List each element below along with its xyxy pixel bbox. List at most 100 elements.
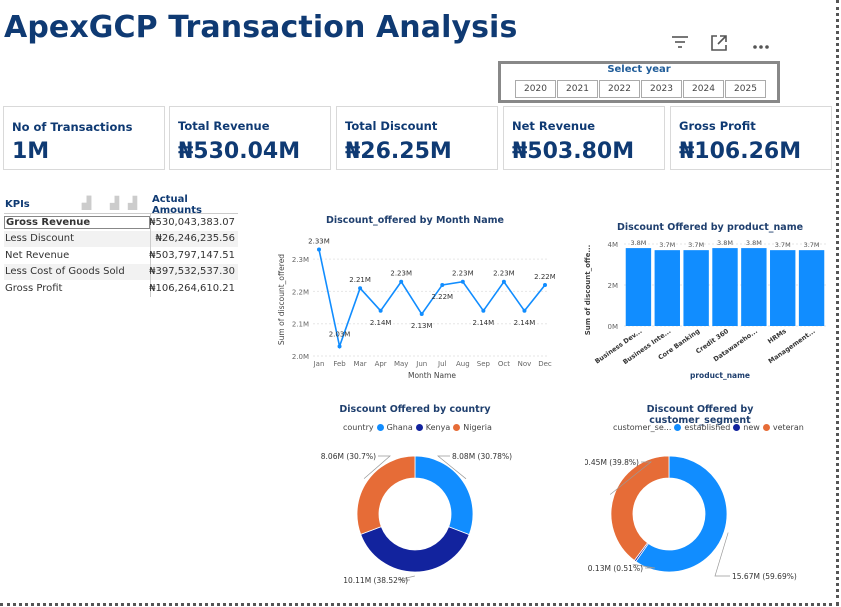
x-axis-title: product_name — [690, 371, 750, 380]
data-label: 2.23M — [493, 270, 515, 278]
segment-legend: customer_se... established new veteran — [613, 423, 804, 432]
table-row[interactable]: Less Discount ₦26,246,235.56 ▟ — [4, 196, 238, 247]
filter-icon[interactable] — [668, 34, 692, 56]
x-axis-title: Month Name — [408, 371, 456, 380]
sparkline-icon: ▟ — [82, 196, 92, 210]
table-row[interactable]: Gross Revenue ₦530,043,383.07 ▟ — [4, 196, 238, 231]
legend-item-nigeria[interactable]: Nigeria — [463, 423, 492, 432]
segment-donut-chart[interactable]: 15.67M (59.69%) 0.13M (0.51%) 10.45M (39.8… — [585, 440, 835, 590]
y-tick-label: 2.0M — [292, 353, 309, 361]
data-point — [378, 308, 383, 313]
x-tick-label: Jan — [313, 360, 325, 368]
report-title: ApexGCP Transaction Analysis — [4, 10, 518, 45]
year-2024-button[interactable]: 2024 — [683, 80, 724, 98]
line-chart-title: Discount_offered by Month Name — [325, 215, 505, 226]
legend-dot — [453, 424, 461, 431]
legend-dot — [376, 424, 384, 431]
more-options-icon[interactable] — [749, 34, 773, 56]
data-label: 2.23M — [390, 270, 412, 278]
page-border-right — [836, 0, 839, 605]
country-legend: country Ghana Kenya Nigeria — [343, 423, 492, 432]
bar-chart-title: Discount Offered by product_name — [616, 222, 804, 233]
data-point — [543, 282, 547, 287]
data-label: 8.06M (30.7%) — [321, 452, 376, 461]
card-total-discount[interactable]: Total Discount ₦26.25M — [336, 106, 498, 170]
legend-item-established[interactable]: established — [684, 423, 731, 432]
kpi-amount: ₦503,797,147.51 — [149, 247, 238, 264]
y-tick-label: 4M — [608, 241, 619, 249]
legend-title: customer_se... — [613, 423, 672, 432]
data-label: 2.23M — [452, 270, 474, 278]
card-net-revenue[interactable]: Net Revenue ₦503.80M — [503, 106, 665, 170]
data-label: 2.33M — [308, 237, 330, 245]
leader-line — [437, 455, 467, 480]
data-label: 2.13M — [411, 322, 433, 330]
legend-item-ghana[interactable]: Ghana — [386, 423, 413, 432]
bar — [798, 250, 825, 326]
card-label: Net Revenue — [512, 119, 596, 133]
data-label: 3.7M — [775, 241, 791, 249]
data-label: 3.7M — [688, 241, 704, 249]
bar — [683, 250, 709, 326]
kpi-amount: ₦106,264,610.21 — [149, 280, 238, 297]
x-tick-label: Dec — [538, 360, 552, 368]
kpi-name: Less Cost of Goods Sold — [5, 266, 125, 278]
card-value: ₦530.04M — [178, 139, 301, 164]
legend-dot — [762, 424, 770, 431]
year-2020-button[interactable]: 2020 — [515, 80, 556, 98]
year-2023-button[interactable]: 2023 — [641, 80, 682, 98]
year-slicer: Select year 2020 2021 2022 2023 2024 202… — [498, 61, 780, 103]
y-tick-label: 2.2M — [292, 288, 309, 296]
legend-dot — [733, 424, 741, 431]
focus-mode-icon[interactable] — [707, 34, 731, 56]
sparkline-icon: ▟ — [82, 196, 92, 210]
bar — [741, 248, 767, 326]
data-point — [337, 344, 342, 349]
leader-line — [609, 461, 653, 495]
year-2022-button[interactable]: 2022 — [599, 80, 640, 98]
kpi-amount: ₦26,246,235.56 — [150, 230, 238, 247]
kpi-header[interactable]: KPIs — [5, 199, 30, 210]
donut-slice — [356, 455, 416, 535]
data-point — [481, 308, 486, 313]
bar — [712, 248, 738, 326]
x-tick-label: HRMs — [766, 327, 788, 346]
card-value: ₦26.25M — [345, 139, 452, 164]
data-label: 2.22M — [534, 273, 555, 281]
y-axis-title: Sum of discount_offered — [277, 254, 286, 345]
year-2025-button[interactable]: 2025 — [725, 80, 766, 98]
kpi-name: Gross Revenue — [4, 215, 150, 229]
card-gross-profit[interactable]: Gross Profit ₦106.26M — [670, 106, 832, 170]
legend-item-veteran[interactable]: veteran — [772, 423, 804, 432]
data-label: 3.8M — [717, 239, 733, 247]
amount-header[interactable]: Actual Amounts — [152, 193, 202, 216]
table-row[interactable]: Gross Profit ₦106,264,610.21 ▟ — [4, 196, 238, 297]
table-row[interactable]: Net Revenue ₦503,797,147.51 ▟ — [4, 196, 238, 264]
card-transactions[interactable]: No of Transactions 1M — [3, 106, 165, 170]
line-chart[interactable]: 2.0M 2.1M 2.2M 2.3M Jan Feb Mar Apr May Jun Jul Aug… — [275, 228, 555, 383]
data-label: 3.8M — [630, 239, 646, 247]
x-tick-label: Business Dev... — [593, 327, 643, 365]
y-tick-label: 2.1M — [292, 321, 309, 329]
legend-item-new[interactable]: new — [743, 423, 760, 432]
sparkline-icon: ▟ — [82, 196, 92, 210]
table-row[interactable]: Less Cost of Goods Sold ₦397,532,537.30 … — [4, 196, 238, 280]
segment-chart-title: Discount Offered by customer_segment — [646, 404, 754, 426]
country-donut-chart[interactable]: 8.08M (30.78%) 10.11M (38.52%) 8.06M (30.7… — [300, 440, 540, 590]
x-tick-label: Jun — [415, 360, 427, 368]
x-tick-label: Aug — [456, 360, 470, 368]
card-total-revenue[interactable]: Total Revenue ₦530.04M — [169, 106, 331, 170]
data-label: 0.13M (0.51%) — [588, 564, 643, 573]
x-tick-label: Jul — [437, 360, 447, 368]
data-label: 2.22M — [431, 293, 453, 301]
leader-line — [363, 455, 391, 479]
legend-item-kenya[interactable]: Kenya — [425, 423, 451, 432]
kpi-name: Less Discount — [5, 233, 75, 245]
year-2021-button[interactable]: 2021 — [557, 80, 598, 98]
x-tick-label: Nov — [518, 360, 532, 368]
data-label: 2.14M — [514, 319, 536, 327]
kpi-table-header: KPIs Actual Amounts — [4, 193, 238, 216]
kpi-amount: ₦397,532,537.30 — [149, 263, 238, 280]
bar — [654, 250, 680, 326]
